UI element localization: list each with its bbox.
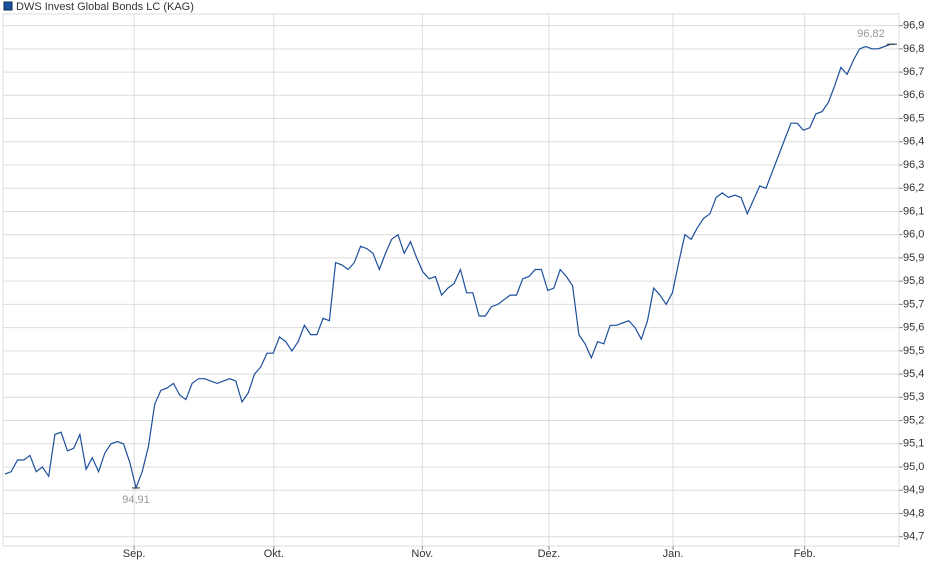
y-tick-label: 96,6 [903,89,924,101]
y-tick-label: 94,8 [903,507,924,519]
y-tick-label: 96,3 [903,159,924,171]
y-tick-label: 95,6 [903,322,924,334]
y-tick-label: 95,8 [903,275,924,287]
y-tick-label: 95,2 [903,414,924,426]
price-line [4,43,897,490]
annotation: 94,91 [122,494,150,506]
x-tick-label: Dez. [538,548,561,560]
x-tick-label: Okt. [264,548,284,560]
plot-area [2,13,900,547]
x-tick-label: Feb. [794,548,816,560]
y-tick-label: 95,4 [903,368,924,380]
y-tick-label: 95,3 [903,391,924,403]
annotation: 96,82 [857,28,885,40]
x-tick-label: Jan. [663,548,684,560]
y-tick-label: 96,7 [903,66,924,78]
chart-title: DWS Invest Global Bonds LC (KAG) [16,1,194,13]
y-tick-label: 95,1 [903,438,924,450]
y-tick-label: 95,0 [903,461,924,473]
y-tick-label: 96,2 [903,182,924,194]
y-tick-label: 95,5 [903,345,924,357]
x-tick-label: Nov. [411,548,433,560]
y-tick-label: 95,9 [903,252,924,264]
y-tick-label: 96,9 [903,20,924,32]
x-tick-label: Sep. [123,548,146,560]
y-tick-label: 96,5 [903,112,924,124]
y-tick-label: 96,1 [903,205,924,217]
y-tick-label: 94,9 [903,484,924,496]
y-tick-label: 95,7 [903,298,924,310]
y-tick-label: 96,0 [903,229,924,241]
legend-swatch [3,1,13,11]
y-tick-label: 96,8 [903,43,924,55]
y-tick-label: 94,7 [903,531,924,543]
y-tick-label: 96,4 [903,136,924,148]
